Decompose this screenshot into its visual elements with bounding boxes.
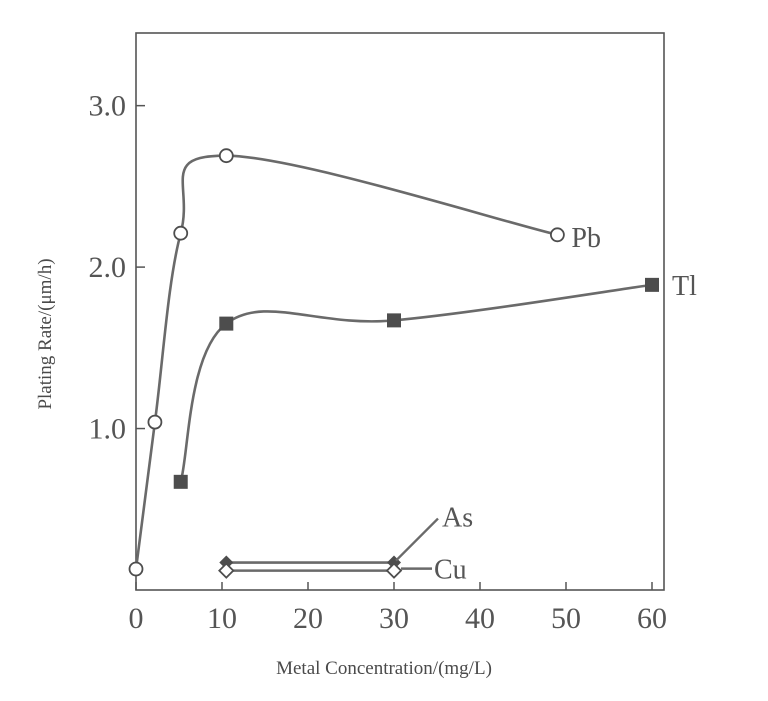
y-tick-label: 3.0 (89, 90, 127, 123)
x-axis-title: Metal Concentration/(mg/L) (276, 658, 492, 679)
y-axis-ticks: 1.0 2.0 3.0 (89, 90, 145, 446)
series-label-tl: Tl (672, 271, 697, 302)
data-point (550, 227, 565, 243)
data-point (128, 561, 144, 577)
x-axis-ticks: 0 10 20 30 40 50 60 (129, 582, 667, 635)
x-tick-label: 20 (293, 602, 323, 635)
data-point (385, 562, 403, 579)
data-point (387, 313, 401, 328)
data-point (147, 414, 163, 430)
as-callout-line (395, 517, 439, 562)
series-label-cu: Cu (434, 555, 467, 586)
series-label-as: As (442, 503, 473, 534)
data-point (218, 148, 234, 164)
series-layer: Pb Tl As Cu (128, 148, 697, 586)
data-point (219, 316, 234, 331)
x-tick-label: 30 (379, 602, 409, 635)
x-tick-label: 0 (129, 602, 144, 635)
plot-frame (135, 32, 665, 591)
series-pb: Pb (128, 148, 601, 577)
series-tl: Tl (173, 271, 697, 489)
data-point (173, 474, 188, 489)
x-tick-label: 10 (207, 602, 237, 635)
callout-layer (395, 517, 439, 570)
x-tick-label: 60 (637, 602, 667, 635)
y-tick-label: 1.0 (89, 413, 127, 446)
data-point (173, 225, 189, 241)
series-line-pb (134, 154, 559, 571)
x-tick-label: 40 (465, 602, 495, 635)
data-point (218, 562, 235, 579)
series-cu: Cu (218, 555, 467, 586)
x-tick-label: 50 (551, 602, 581, 635)
data-point (645, 277, 659, 292)
series-line-tl (179, 283, 654, 484)
y-axis-title: Plating Rate/(μm/h) (35, 258, 56, 409)
y-tick-label: 2.0 (89, 251, 127, 284)
series-label-pb: Pb (571, 223, 601, 254)
